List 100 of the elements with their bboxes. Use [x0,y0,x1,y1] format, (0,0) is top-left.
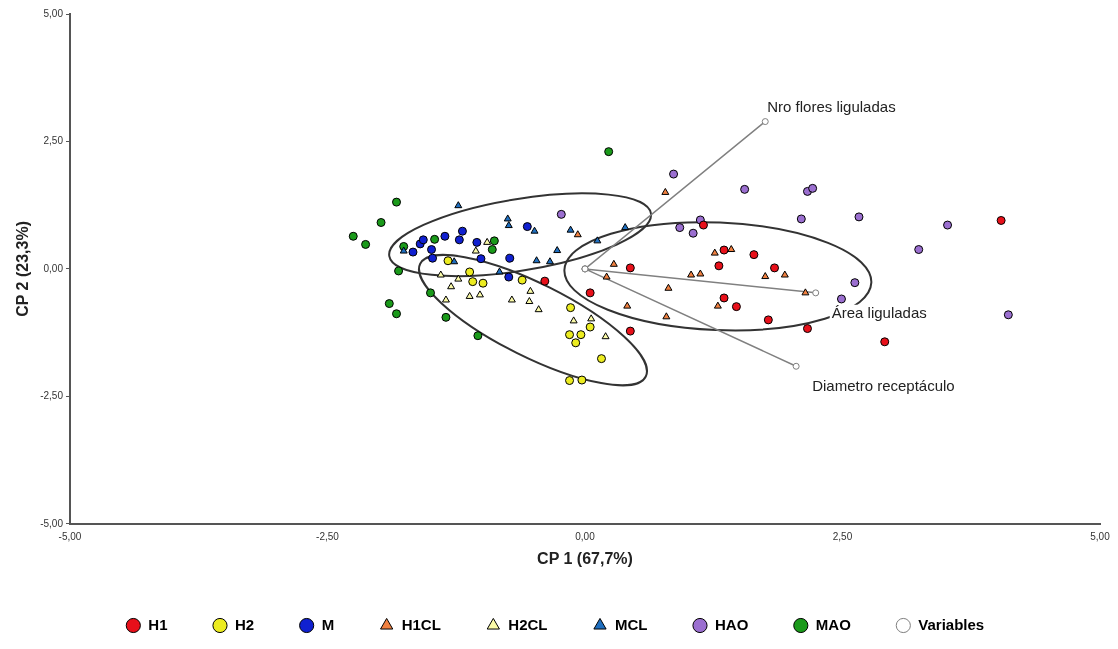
point [573,230,582,238]
point [850,278,860,288]
point [454,274,463,282]
y-axis-title: CP 2 (23,3%) [14,221,32,317]
point [522,222,532,232]
point [780,270,789,278]
point [430,234,440,244]
point [450,257,459,265]
point [443,256,453,266]
point [996,215,1006,225]
point [526,286,535,294]
point [361,239,371,249]
point [418,235,428,245]
point [688,228,698,238]
legend-label: H2CL [508,615,548,633]
point [566,303,576,313]
point [623,301,632,309]
point [621,223,630,231]
point [792,362,800,370]
point [495,267,504,275]
point [569,316,578,324]
point [540,276,550,286]
point [546,257,554,265]
legend-label: M [321,615,335,633]
point [530,226,539,234]
point [664,283,673,291]
point [740,184,750,194]
point [525,297,534,305]
point [465,291,474,299]
point [348,231,358,241]
point [770,263,780,273]
point [763,315,773,325]
point [661,187,670,195]
point [609,259,618,267]
point [669,169,679,179]
x-tick-label: -5,00 [58,530,82,542]
point [585,288,595,298]
point [731,302,741,312]
point [576,330,586,340]
legend-label: MCL [614,615,648,633]
legend-label: MAO [815,615,852,633]
y-tick-label: 5,00 [43,7,64,19]
legend-label: H1 [148,615,168,633]
point [836,294,846,304]
point [625,326,635,336]
point [534,305,543,313]
annotation: Área liguladas [831,303,927,321]
point [1003,310,1013,320]
point [426,288,435,298]
point [585,322,595,332]
point [427,245,437,255]
point [596,354,606,364]
point [399,246,408,254]
point [687,270,696,278]
point [696,269,705,277]
point [440,231,450,241]
x-axis-title: CP 1 (67,7%) [537,549,633,567]
point [476,254,486,264]
annotation: Nro flores liguladas [767,98,896,116]
point [436,270,445,278]
point [483,237,492,245]
point [714,261,724,271]
point [454,201,463,209]
point [710,248,719,256]
point [507,295,516,303]
point [532,256,541,264]
annotation: Diametro receptáculo [812,376,955,394]
point [761,118,769,126]
point [392,309,402,319]
point [943,220,953,230]
x-tick-label: 2,50 [832,530,853,542]
y-tick-label: 2,50 [43,135,64,147]
point [553,246,562,254]
point [473,331,483,341]
point [471,246,480,254]
point [441,312,451,322]
point [503,214,512,222]
point [392,197,402,207]
point [914,245,924,255]
legend-label: H1CL [401,615,441,633]
point [662,312,671,320]
point [801,288,810,296]
point [854,212,864,222]
point [571,338,581,348]
point [475,290,484,298]
point [675,223,685,233]
point [454,235,464,245]
point [812,289,820,297]
x-tick-label: 0,00 [575,530,596,542]
point [727,245,736,253]
point [808,183,818,193]
point [487,245,497,255]
point [625,263,635,273]
point [565,376,575,386]
y-tick-label: -2,50 [40,390,64,402]
point [566,225,575,233]
legend-label: H2 [234,615,255,633]
point [441,295,450,303]
point [556,209,566,219]
point [587,314,596,322]
